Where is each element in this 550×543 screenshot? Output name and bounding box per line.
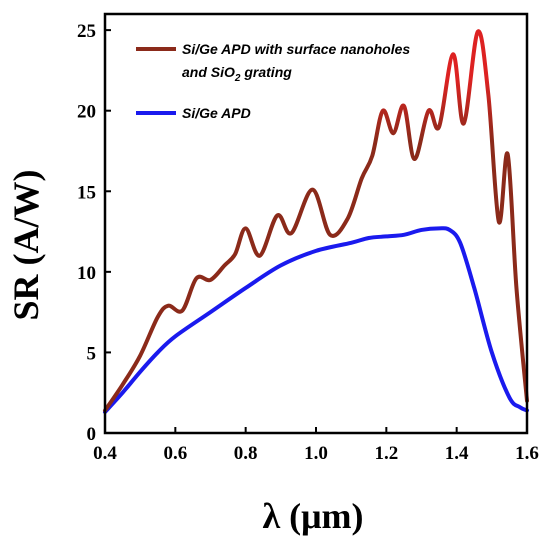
x-tick-label: 0.8: [234, 443, 258, 464]
x-tick-label: 0.6: [163, 443, 187, 464]
x-tick-label: 1.6: [515, 443, 539, 464]
y-tick-label: 5: [87, 343, 97, 364]
series-line-2: [103, 226, 529, 415]
y-tick-label: 0: [87, 424, 97, 445]
y-axis-title: SR (A/W): [6, 170, 46, 321]
legend-label-series-1-line2: and SiO2 grating: [182, 64, 292, 84]
x-axis-ticks: 0.4 0.6 0.8 1.0 1.2 1.4 1.6: [93, 427, 539, 464]
x-axis-title: λ (μm): [262, 496, 363, 536]
series-line-1: [103, 29, 529, 413]
plot-frame: [103, 12, 529, 435]
x-tick-label: 1.4: [445, 443, 469, 464]
x-tick-label: 1.0: [304, 443, 328, 464]
y-tick-label: 10: [77, 263, 96, 284]
y-tick-label: 15: [77, 182, 96, 203]
y-tick-label: 20: [77, 102, 96, 123]
legend-line2-suffix: grating: [240, 64, 292, 80]
x-tick-label: 0.4: [93, 443, 117, 464]
series-layer: [103, 29, 529, 415]
legend-line2-subscript: 2: [234, 73, 241, 84]
legend: Si/Ge APD with surface nanoholes and SiO…: [136, 41, 410, 121]
x-tick-label: 1.2: [374, 443, 398, 464]
legend-label-series-2: Si/Ge APD: [182, 105, 251, 121]
y-tick-label: 25: [77, 21, 96, 42]
legend-label-series-1-line1: Si/Ge APD with surface nanoholes: [182, 41, 410, 57]
legend-line2-prefix: and SiO: [182, 64, 235, 80]
y-axis-ticks: 0 5 10 15 20 25: [77, 21, 111, 445]
